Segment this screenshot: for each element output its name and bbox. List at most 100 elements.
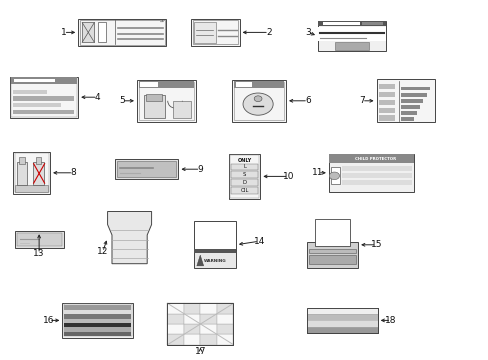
Polygon shape: [196, 255, 203, 266]
Bar: [200, 334, 217, 345]
Bar: [13, 103, 61, 107]
Text: 17: 17: [194, 347, 206, 356]
Bar: [400, 111, 416, 115]
Bar: [15, 231, 63, 248]
Bar: [173, 101, 190, 118]
Bar: [234, 82, 284, 120]
Bar: [64, 332, 131, 336]
Bar: [64, 323, 131, 327]
Bar: [378, 116, 395, 121]
Bar: [341, 173, 411, 178]
Text: 5: 5: [119, 96, 125, 105]
Bar: [328, 154, 413, 163]
Bar: [306, 308, 377, 333]
Bar: [217, 303, 233, 314]
Bar: [139, 82, 193, 120]
Bar: [309, 255, 355, 264]
Bar: [376, 79, 434, 122]
Bar: [183, 334, 200, 345]
Bar: [331, 167, 339, 184]
Text: 16: 16: [43, 316, 55, 325]
Bar: [200, 314, 217, 324]
Bar: [193, 22, 215, 43]
Bar: [235, 82, 251, 87]
Bar: [322, 22, 360, 25]
Bar: [306, 308, 377, 314]
Text: 6: 6: [305, 96, 310, 105]
Bar: [378, 92, 395, 97]
Bar: [230, 155, 259, 198]
Bar: [167, 324, 183, 334]
Bar: [64, 319, 131, 323]
Bar: [78, 19, 166, 46]
Bar: [167, 334, 183, 345]
Bar: [217, 334, 233, 345]
Bar: [11, 77, 77, 84]
Bar: [13, 110, 74, 114]
Bar: [13, 90, 47, 94]
Text: 3: 3: [305, 28, 310, 37]
Bar: [306, 327, 377, 333]
Bar: [144, 95, 164, 118]
Bar: [64, 305, 131, 310]
Bar: [306, 308, 377, 333]
Bar: [317, 21, 386, 26]
Bar: [309, 248, 355, 253]
Circle shape: [254, 96, 262, 102]
Text: 1: 1: [61, 28, 66, 37]
Bar: [192, 20, 237, 44]
Bar: [231, 179, 258, 186]
Bar: [306, 320, 377, 327]
Text: CHILD PROTECTOR: CHILD PROTECTOR: [355, 157, 396, 161]
Bar: [194, 221, 236, 251]
Bar: [167, 314, 183, 324]
Bar: [137, 80, 195, 122]
Bar: [231, 187, 258, 194]
Bar: [306, 243, 357, 268]
Bar: [11, 77, 77, 117]
Bar: [400, 99, 423, 103]
Bar: [36, 157, 41, 164]
Bar: [334, 42, 368, 49]
Bar: [16, 185, 48, 192]
Bar: [317, 27, 386, 41]
Polygon shape: [107, 211, 151, 264]
Bar: [362, 22, 382, 25]
Text: WARNING: WARNING: [203, 259, 226, 263]
Bar: [217, 314, 233, 324]
Text: OIL: OIL: [240, 188, 248, 193]
Bar: [378, 108, 395, 113]
Bar: [200, 303, 217, 314]
Bar: [306, 314, 377, 320]
Bar: [14, 78, 55, 82]
Text: L: L: [243, 164, 245, 169]
Text: 10: 10: [282, 172, 294, 181]
Bar: [190, 19, 239, 46]
Bar: [13, 96, 74, 100]
Bar: [183, 324, 200, 334]
Text: 8: 8: [70, 168, 76, 177]
Bar: [231, 163, 258, 170]
Text: D: D: [242, 180, 246, 185]
Bar: [183, 303, 200, 314]
Bar: [64, 310, 131, 314]
Text: S: S: [243, 172, 245, 177]
Bar: [378, 100, 395, 105]
Text: 2: 2: [265, 28, 271, 37]
Circle shape: [328, 172, 339, 180]
Bar: [167, 303, 183, 314]
Bar: [314, 219, 350, 246]
Text: 4: 4: [95, 93, 101, 102]
Bar: [10, 77, 78, 118]
Bar: [140, 82, 158, 87]
Bar: [317, 21, 386, 51]
Bar: [145, 94, 162, 101]
Text: 9: 9: [197, 165, 203, 174]
Bar: [231, 171, 258, 178]
Bar: [400, 86, 429, 90]
Bar: [328, 154, 413, 192]
Bar: [200, 324, 217, 334]
Bar: [167, 303, 233, 345]
Bar: [15, 153, 48, 192]
Bar: [234, 81, 284, 88]
